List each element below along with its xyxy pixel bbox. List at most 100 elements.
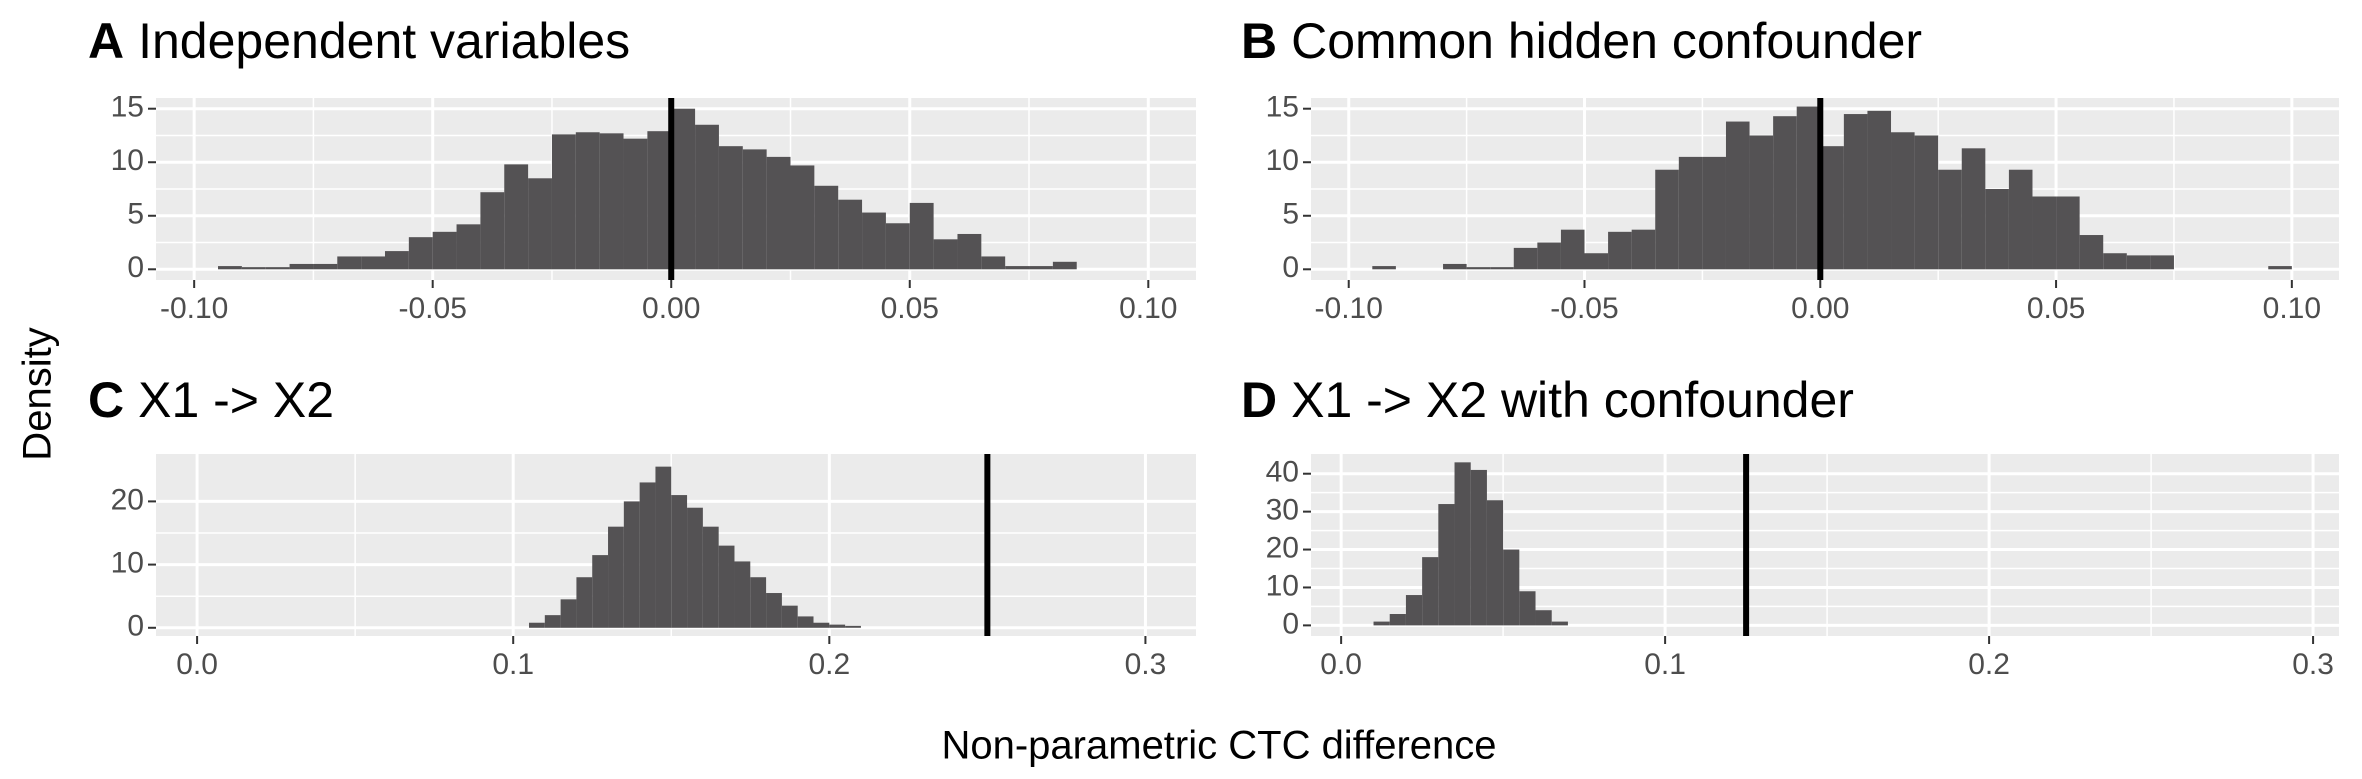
bar [1631, 229, 1656, 270]
y-tick-label: 15 [111, 91, 144, 124]
bar [1867, 110, 1892, 270]
bar [265, 267, 290, 270]
bar [813, 622, 830, 628]
bar [909, 202, 934, 270]
x-tick-label: -0.10 [1315, 292, 1383, 325]
bar [687, 507, 703, 628]
x-tick-label: 0.00 [1791, 292, 1849, 325]
bar [671, 108, 696, 270]
bar [742, 149, 767, 270]
bar [592, 555, 609, 628]
bar [2126, 255, 2151, 270]
x-tick-label: 0.3 [2292, 648, 2334, 681]
bar [313, 263, 338, 270]
bar [671, 495, 688, 628]
bar [289, 263, 314, 270]
bar [1005, 266, 1030, 270]
bar [551, 134, 576, 270]
bar [639, 482, 656, 628]
bar [480, 192, 505, 270]
bar [695, 124, 719, 270]
bar [384, 251, 409, 270]
bar [1466, 267, 1491, 270]
y-tick-label: 0 [1282, 607, 1299, 640]
bar [1702, 156, 1726, 270]
bar [575, 132, 600, 270]
y-tick-label: 40 [1266, 456, 1299, 489]
bar [702, 526, 719, 628]
bar [528, 178, 552, 270]
bar [560, 599, 577, 628]
x-tick-label: 0.1 [1644, 648, 1686, 681]
y-tick-label: 0 [127, 610, 144, 643]
bar [1422, 557, 1439, 626]
bar [529, 622, 545, 628]
x-tick-label: 0.2 [1968, 648, 2010, 681]
bar [766, 156, 791, 270]
x-tick-label: -0.05 [1550, 292, 1618, 325]
y-tick-label: 15 [1266, 91, 1299, 124]
bar [337, 256, 362, 270]
bar [1513, 247, 1538, 270]
bar [2056, 196, 2080, 270]
x-tick-label: 0.05 [881, 292, 939, 325]
bar [829, 624, 846, 628]
panel-title-text: Common hidden confounder [1291, 13, 1922, 69]
bar [1443, 263, 1467, 270]
y-axis-label: Density [16, 327, 60, 460]
bar [2032, 196, 2057, 270]
bar [2150, 255, 2174, 270]
bar [2103, 253, 2127, 270]
x-tick-label: 0.1 [492, 648, 534, 681]
bar [885, 223, 910, 270]
panel-title-text: X1 -> X2 with confounder [1291, 372, 1854, 428]
panel-letter: C [88, 372, 124, 428]
bar [1843, 114, 1868, 270]
bar [432, 231, 457, 270]
x-tick-label: 0.3 [1125, 648, 1167, 681]
bar [623, 138, 648, 270]
y-tick-label: 5 [127, 198, 144, 231]
x-tick-label: 0.2 [808, 648, 850, 681]
bar [1389, 614, 1406, 626]
bar [1029, 266, 1053, 270]
bar [1438, 504, 1455, 626]
y-tick-label: 10 [1266, 569, 1299, 602]
bar [1405, 595, 1423, 626]
bar [544, 615, 561, 628]
bar [814, 185, 839, 270]
y-tick-label: 20 [111, 483, 144, 516]
panel-title-text: Independent variables [138, 13, 630, 69]
bar [408, 237, 433, 270]
bar [1503, 549, 1520, 626]
panel-title: A Independent variables [88, 13, 630, 69]
panel-letter: D [1241, 372, 1277, 428]
y-tick-label: 0 [127, 251, 144, 284]
bar [790, 165, 815, 270]
bar [576, 577, 593, 628]
bar [1486, 500, 1504, 626]
bar [718, 545, 735, 628]
bar [647, 131, 672, 270]
bar [1454, 462, 1471, 626]
bar [1372, 266, 1396, 270]
bar [1749, 135, 1774, 270]
x-tick-label: 0.10 [1119, 292, 1177, 325]
bar [797, 616, 814, 628]
bar [218, 266, 242, 270]
bar [1891, 132, 1915, 270]
bar [1796, 106, 1821, 270]
y-tick-label: 30 [1266, 494, 1299, 527]
bar [1914, 135, 1939, 270]
bar [504, 164, 529, 270]
bar [608, 526, 624, 628]
y-tick-label: 10 [111, 144, 144, 177]
bar [1560, 229, 1585, 270]
bar [456, 224, 481, 270]
bar [1373, 621, 1390, 626]
x-tick-label: -0.05 [399, 292, 467, 325]
bar [2008, 169, 2033, 270]
bar [1655, 169, 1679, 270]
bar [1820, 146, 1844, 270]
y-tick-label: 20 [1266, 531, 1299, 564]
